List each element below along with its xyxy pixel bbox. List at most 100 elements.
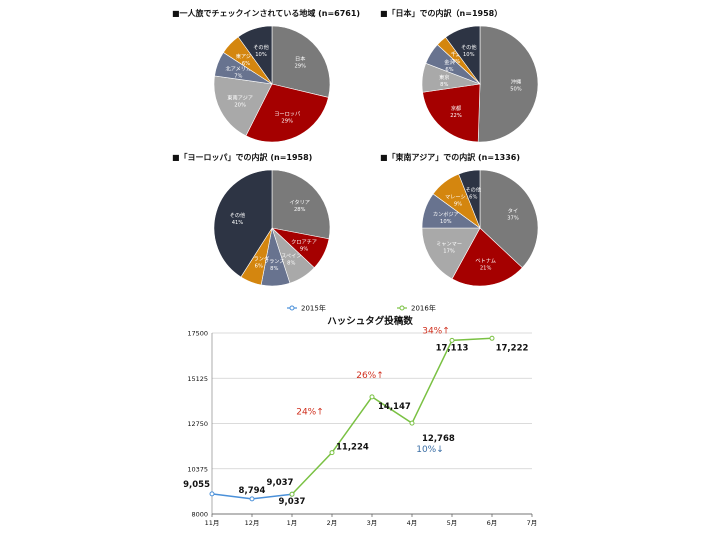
line-chart-title: ハッシュタグ投稿数 [327,315,413,327]
pie-title: ■一人旅でチェックインされている地域 (n=6761) [172,9,361,18]
pie-slice-percent: 28% [294,207,306,213]
x-tick-label: 4月 [407,519,418,527]
legend-marker [289,305,295,311]
pie-slice-label: オランダ [248,254,269,262]
pie-slice-6 [445,25,481,85]
pie-slice-percent: 29% [294,64,306,70]
pie-slice-percent: 41% [232,220,244,226]
chart-legend: 2015年 2016年 [287,304,436,313]
x-tick-label: 6月 [487,519,498,527]
y-tick-label: 8000 [191,511,208,519]
pie-slice-3 [213,75,273,137]
pie-slice-label: その他 [465,186,481,194]
pie-title: ■「ヨーロッパ」での内訳 (n=1958) [172,153,313,162]
change-annotation: 34%↑ [422,326,450,336]
pie-slice-2 [422,83,481,143]
pie-slice-1 [271,169,331,240]
pie-slice-percent: 10% [463,52,475,58]
axes: 8000 10375 12750 15125 17500 11月 12月 1月 2月 3月 4月 5月… [187,330,537,528]
data-label: 17,222 [496,343,529,353]
pie-slice-label: カンボジア [433,210,459,218]
pie-slice-1 [271,25,331,98]
pie-chart-southeast-asia-breakdown: ■「東南アジア」での内訳 (n=1336) タイ 37% ベトナム 21% ミャンマー 1… [380,152,710,287]
pie-slice-percent: 9% [300,246,308,252]
pie-slice-label: 北アメリカ [225,64,251,72]
pie-slice-6 [213,169,273,278]
pie-slice-percent: 29% [281,119,293,125]
pie-slice-6 [237,25,273,85]
pie-slice-percent: 10% [440,219,452,225]
pie-slice-percent: 50% [510,87,522,93]
y-tick-label: 15125 [187,375,208,383]
pie-slice-label: 金沢 [444,58,455,66]
x-tick-label: 5月 [447,519,458,527]
data-label: 12,768 [422,434,455,444]
pie-slice-label: ヨーロッパ [274,111,300,118]
pie-slice-label: クロアチア [291,238,317,245]
pie-slice-1 [477,25,539,143]
pie-slice-label: 沖縄 [511,78,522,86]
data-label: 9,037 [279,497,306,507]
data-labels: 9,0558,7949,0379,03711,22414,14712,76817… [183,343,528,507]
data-label: 14,147 [378,402,411,412]
change-annotation: 10%↓ [416,445,444,455]
series-line-2 [291,337,493,495]
data-point [369,394,375,400]
pie-slice-label: ミャンマー [436,240,462,247]
data-label: 9,055 [183,480,210,490]
pie-slice-percent: 7% [234,73,242,79]
pie-slice-label: ベトナム [475,258,496,265]
pie-slice-percent: 6% [469,195,477,201]
pie-title: ■「日本」での内訳（n=1958） [380,9,503,18]
pie-slice-label: フランス [264,258,285,265]
pie-slice-2 [245,83,329,143]
pie-slice-percent: 22% [450,113,462,119]
pie-slice-percent: 10% [255,52,267,58]
pie-slice-label: 東アジア [236,52,257,60]
data-point [449,337,455,343]
pie-slice-2 [451,227,523,287]
pie-slice-percent: 8% [270,266,278,272]
data-point [329,450,335,456]
pie-title: ■「東南アジア」での内訳 (n=1336) [380,153,520,162]
pie-slice-label: マレーシア [445,194,471,201]
pie-slice-label: 東南アジア [227,94,253,102]
data-label: 11,224 [336,443,369,453]
line-chart-hashtag-posts: 2015年 2016年 ハッシュタグ投稿数 8000 10375 12750 15125… [183,304,537,528]
data-point [209,491,215,497]
pie-slice-label: タイ [508,207,518,215]
legend-label: 2016年 [411,304,436,313]
change-annotation: 26%↑ [356,371,384,381]
data-label: 17,113 [436,343,469,353]
pie-slice-label: 京都 [451,104,461,112]
pie-slice-label: その他 [253,43,269,51]
x-tick-label: 12月 [245,519,260,527]
data-label: 8,794 [239,486,266,496]
pie-slice-percent: 17% [443,248,455,254]
pie-slice-percent: 3% [452,59,460,65]
annotations: 24%↑ 26%↑ 10%↓ 34%↑ [296,326,450,455]
pie-slice-percent: 6% [445,67,453,73]
x-tick-label: 11月 [205,519,220,527]
data-point [409,420,415,426]
y-tick-label: 12750 [187,420,208,428]
pie-slice-label: 日本 [295,55,305,63]
x-tick-label: 3月 [367,519,378,527]
x-tick-label: 2月 [327,519,338,527]
y-tick-label: 17500 [187,330,208,338]
pie-slice-1 [479,169,539,269]
pie-slice-percent: 21% [480,266,492,272]
pie-slice-percent: 8% [440,82,448,88]
pie-slice-label: スペイン [281,252,301,259]
legend-label: 2015年 [301,304,326,313]
pie-slice-6 [458,169,481,229]
y-tick-label: 10375 [187,465,208,473]
data-point [289,491,295,497]
pie-slice-percent: 6% [242,61,250,67]
x-tick-label: 7月 [527,519,538,527]
